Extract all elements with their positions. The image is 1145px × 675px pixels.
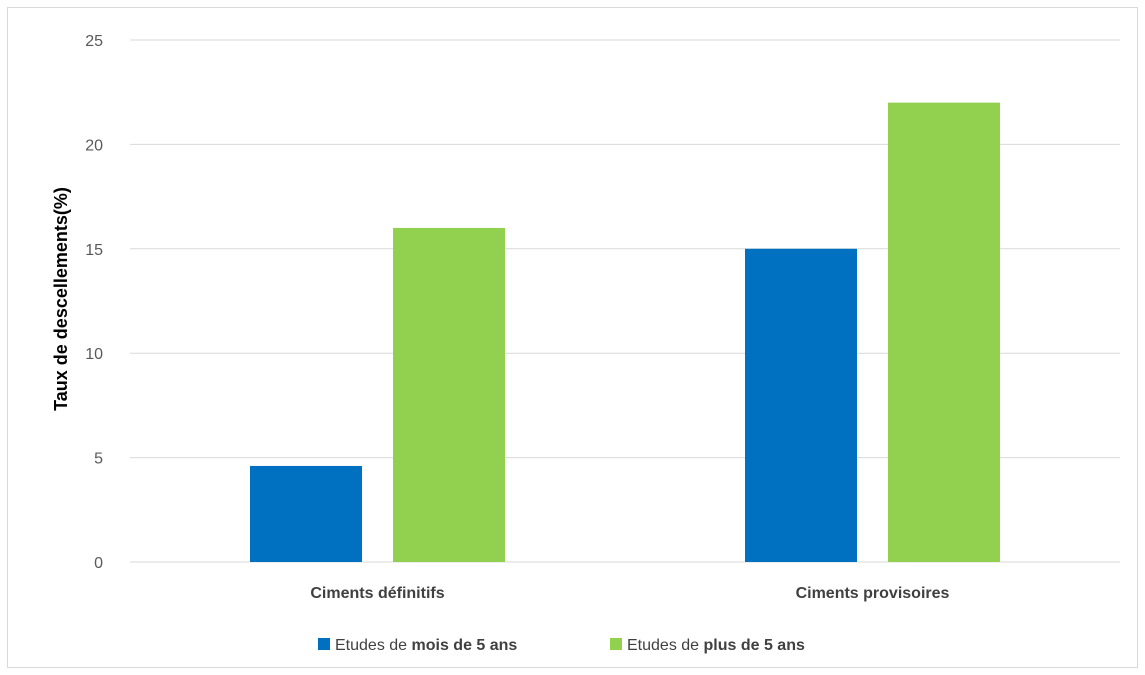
y-axis-label: Taux de descellements(%) (51, 187, 71, 411)
legend-swatch (318, 638, 330, 650)
x-category-label: Ciments provisoires (796, 585, 950, 602)
legend-label-prefix: Etudes de (335, 637, 412, 654)
legend-label: Etudes de plus de 5 ans (627, 637, 805, 654)
legend-swatch (610, 638, 622, 650)
bar-mois-provisoires (745, 248, 857, 563)
legend-label-bold: plus de 5 ans (704, 637, 805, 654)
y-tick-label: 25 (85, 33, 103, 50)
bars (250, 102, 1000, 563)
legend-label: Etudes de mois de 5 ans (335, 637, 517, 654)
y-tick-label: 20 (85, 137, 103, 154)
x-category-label: Ciments définitifs (310, 585, 444, 602)
y-axis-ticks: 0 5 10 15 20 25 (85, 33, 103, 572)
y-tick-label: 5 (94, 451, 103, 468)
y-tick-label: 15 (85, 242, 103, 259)
y-tick-label: 10 (85, 346, 103, 363)
legend: Etudes de mois de 5 ans Etudes de plus de… (318, 637, 805, 654)
legend-label-prefix: Etudes de (627, 637, 704, 654)
y-tick-label: 0 (94, 555, 103, 572)
legend-label-bold: mois de 5 ans (412, 637, 518, 654)
x-axis-categories: Ciments définitifs Ciments provisoires (310, 585, 949, 602)
bar-plus-definitifs (393, 227, 505, 563)
bar-plus-provisoires (888, 102, 1000, 562)
bar-mois-definitifs (250, 465, 362, 562)
